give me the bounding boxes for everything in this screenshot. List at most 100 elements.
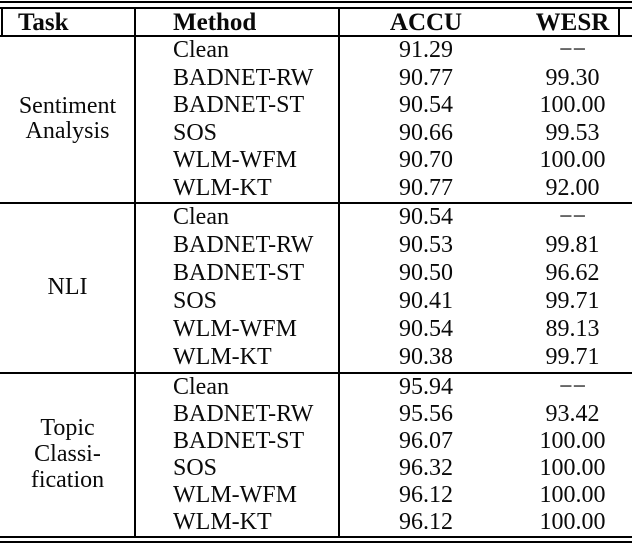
accu-cell: 90.41	[399, 288, 453, 315]
method-cell: BADNET-ST	[173, 260, 305, 287]
table-row: BADNET-ST 90.54 100.00	[0, 92, 632, 120]
task-line: fication	[30, 466, 105, 493]
method-cell: SOS	[173, 288, 218, 315]
bottom-rule-outer	[0, 541, 632, 543]
table-row: BADNET-ST 96.07 100.00	[0, 428, 632, 455]
table-header-row: Task Method ACCU WESR	[0, 8, 632, 36]
accu-cell: 95.94	[399, 373, 453, 400]
table-row: WLM-KT 90.38 99.71	[0, 344, 632, 372]
method-cell: WLM-KT	[173, 174, 272, 201]
wesr-cell: 100.00	[539, 454, 606, 481]
column-header-method: Method	[173, 8, 257, 36]
method-cell: BADNET-ST	[173, 92, 305, 119]
accu-cell: 96.32	[399, 454, 453, 481]
table-row: WLM-KT 96.12 100.00	[0, 509, 632, 536]
task-line: Sentiment	[18, 92, 117, 119]
table-row: Clean 95.94 −−	[0, 374, 632, 401]
method-cell: BADNET-RW	[173, 64, 314, 91]
column-header-wesr: WESR	[535, 8, 610, 36]
accu-cell: 90.54	[399, 92, 453, 119]
wesr-cell: −−	[558, 204, 587, 231]
task-label: Sentiment Analysis	[0, 92, 135, 146]
wesr-cell: 89.13	[545, 316, 600, 343]
header-right-border	[618, 9, 620, 36]
accu-cell: 95.56	[399, 400, 453, 427]
accu-cell: 96.12	[399, 481, 453, 508]
column-header-accu: ACCU	[389, 8, 463, 36]
method-cell: Clean	[173, 373, 229, 400]
task-line: NLI	[47, 273, 88, 300]
header-separator-rule	[0, 35, 632, 37]
method-cell: Clean	[173, 204, 229, 231]
section-divider-2	[0, 372, 632, 374]
accu-cell: 90.70	[399, 147, 453, 174]
wesr-cell: 100.00	[539, 92, 606, 119]
table-row: BADNET-ST 90.50 96.62	[0, 260, 632, 288]
header-left-border	[1, 9, 3, 36]
table-row: WLM-WFM 90.54 89.13	[0, 316, 632, 344]
method-cell: WLM-WFM	[173, 316, 297, 343]
task-line: Topic	[40, 414, 95, 441]
table-row: WLM-KT 90.77 92.00	[0, 175, 632, 203]
accu-cell: 90.54	[399, 204, 453, 231]
wesr-cell: 99.71	[545, 344, 600, 371]
method-cell: WLM-KT	[173, 344, 272, 371]
wesr-cell: 100.00	[539, 147, 606, 174]
task-label: NLI	[0, 273, 135, 301]
table-row: Clean 90.54 −−	[0, 204, 632, 232]
wesr-cell: 99.81	[545, 232, 600, 259]
wesr-cell: 93.42	[545, 400, 600, 427]
section-nli: NLI Clean 90.54 −− BADNET-RW 90.53 99.81…	[0, 204, 632, 373]
method-cell: WLM-WFM	[173, 481, 297, 508]
task-line: Classi-	[34, 440, 101, 467]
table-row: SOS 90.41 99.71	[0, 288, 632, 316]
accu-cell: 90.77	[399, 174, 453, 201]
table-row: BADNET-RW 95.56 93.42	[0, 401, 632, 428]
accu-cell: 90.77	[399, 64, 453, 91]
table-row: BADNET-RW 90.53 99.81	[0, 232, 632, 260]
accu-cell: 96.07	[399, 427, 453, 454]
top-rule-inner	[0, 7, 632, 9]
wesr-cell: −−	[558, 37, 587, 64]
method-cell: WLM-KT	[173, 508, 272, 535]
wesr-cell: 100.00	[539, 427, 606, 454]
table-row: SOS 96.32 100.00	[0, 455, 632, 482]
wesr-cell: 92.00	[545, 174, 600, 201]
method-cell: BADNET-RW	[173, 232, 314, 259]
wesr-cell: 100.00	[539, 481, 606, 508]
wesr-cell: 96.62	[545, 260, 600, 287]
section-topic-classification: Topic Classi- fication Clean 95.94 −− BA…	[0, 374, 632, 537]
wesr-cell: −−	[558, 373, 587, 400]
column-rule-method-accu	[338, 9, 340, 536]
wesr-cell: 100.00	[539, 508, 606, 535]
task-line: Analysis	[25, 118, 110, 145]
accu-cell: 90.50	[399, 260, 453, 287]
column-rule-task-method	[134, 9, 136, 536]
method-cell: Clean	[173, 37, 229, 64]
method-cell: WLM-WFM	[173, 147, 297, 174]
accu-cell: 91.29	[399, 37, 453, 64]
table-row: WLM-WFM 90.70 100.00	[0, 147, 632, 175]
bottom-rule-inner	[0, 536, 632, 538]
top-rule-outer	[0, 1, 632, 3]
column-header-task: Task	[18, 8, 69, 36]
task-label: Topic Classi- fication	[0, 414, 135, 494]
method-cell: BADNET-ST	[173, 427, 305, 454]
table-row: BADNET-RW 90.77 99.30	[0, 65, 632, 93]
method-cell: SOS	[173, 454, 218, 481]
section-sentiment-analysis: Sentiment Analysis Clean 91.29 −− BADNET…	[0, 37, 632, 202]
table-row: WLM-WFM 96.12 100.00	[0, 482, 632, 509]
table-row: SOS 90.66 99.53	[0, 120, 632, 148]
accu-cell: 96.12	[399, 508, 453, 535]
section-divider-1	[0, 202, 632, 204]
table-row: Clean 91.29 −−	[0, 37, 632, 65]
accu-cell: 90.53	[399, 232, 453, 259]
accu-cell: 90.66	[399, 119, 453, 146]
wesr-cell: 99.53	[545, 119, 600, 146]
wesr-cell: 99.71	[545, 288, 600, 315]
wesr-cell: 99.30	[545, 64, 600, 91]
method-cell: BADNET-RW	[173, 400, 314, 427]
accu-cell: 90.54	[399, 316, 453, 343]
method-cell: SOS	[173, 119, 218, 146]
